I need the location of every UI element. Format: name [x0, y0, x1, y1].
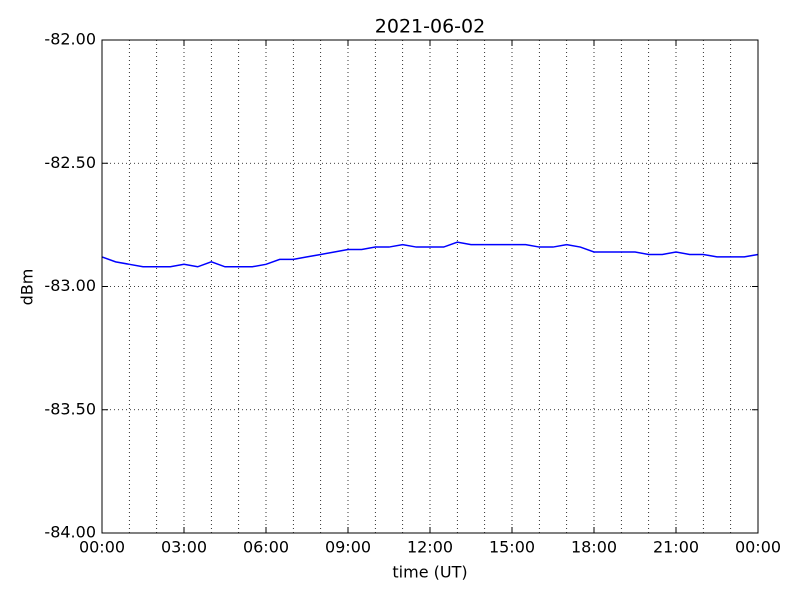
data-line: [101, 241, 759, 268]
x-tick-label: 21:00: [653, 538, 699, 557]
y-tick-label: -82.00: [44, 30, 96, 49]
x-tick-label: 09:00: [325, 538, 371, 557]
y-tick-label: -83.00: [44, 276, 96, 295]
plot-frame: [101, 39, 759, 534]
x-tick-label: 00:00: [79, 538, 125, 557]
y-axis-label: dBm: [18, 269, 37, 306]
chart-title: 2021-06-02: [375, 16, 485, 38]
x-tick-label: 15:00: [489, 538, 535, 557]
y-tick-label: -83.50: [44, 399, 96, 418]
x-tick-label: 03:00: [161, 538, 207, 557]
y-tick-label: -84.00: [44, 523, 96, 542]
y-tick-label: -82.50: [44, 153, 96, 172]
x-tick-label: 06:00: [243, 538, 289, 557]
plot-area: -84.00 -83.50 -83.00 -82.50 -82.00 00:00 03:00…: [44, 30, 781, 557]
x-tick-label: 18:00: [571, 538, 617, 557]
x-axis-label: time (UT): [392, 563, 467, 582]
x-tick-label: 00:00: [735, 538, 781, 557]
x-tick-label: 12:00: [407, 538, 453, 557]
